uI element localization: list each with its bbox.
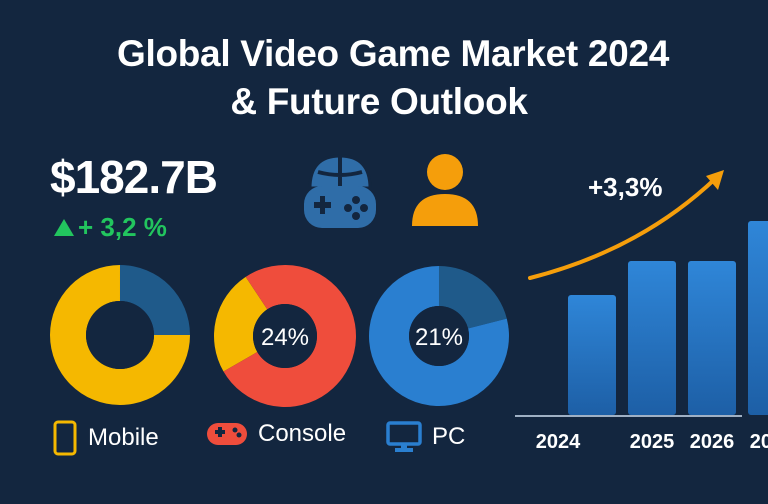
title-line-2: & Future Outlook	[230, 81, 528, 122]
user-icon	[408, 152, 482, 233]
x-tick-label: 2026	[690, 431, 735, 453]
legend-mobile: Mobile	[52, 420, 159, 456]
trend-arrowhead	[706, 170, 724, 190]
gamepad-helmet-icon	[298, 150, 382, 237]
title-line-1: Global Video Game Market 2024	[116, 33, 670, 74]
legend-label-console: Console	[258, 420, 347, 447]
smartphone-icon	[53, 420, 77, 456]
page-title: Global Video Game Market 2024 & Future O…	[0, 30, 768, 126]
donut-hole	[253, 304, 317, 368]
legend-console: Console	[206, 420, 346, 448]
trend-arrow	[528, 176, 718, 280]
donut-slice-pc-other	[439, 266, 507, 329]
donut-slice-console-console	[223, 264, 356, 407]
monitor-icon	[386, 421, 422, 452]
market-change-value: + 3,2 %	[78, 212, 167, 242]
bar-2025	[628, 261, 676, 415]
bar-2024	[568, 295, 616, 415]
x-tick-label: 2025	[630, 431, 675, 453]
bar-2026	[688, 261, 736, 415]
market-change: + 3,2 %	[54, 212, 167, 243]
market-value: $182.7B	[50, 151, 218, 203]
donut-center-label: 21%	[415, 324, 463, 351]
gamepad-icon	[207, 423, 247, 445]
legend-label-mobile: Mobile	[88, 424, 159, 451]
donut-slice-console-other	[214, 276, 268, 372]
donut-slice-mobile-mobile	[49, 265, 190, 405]
bar-2027	[748, 221, 768, 415]
donut-slice-pc-pc	[368, 266, 509, 406]
x-tick-label: 2024	[536, 431, 581, 453]
growth-label: +3,3%	[588, 172, 663, 202]
legend-label-pc: PC	[432, 423, 466, 450]
donut-slice-mobile-other	[120, 265, 190, 335]
donut-hole	[409, 306, 469, 366]
x-tick-label: 2027	[750, 431, 768, 453]
legend-pc: PC	[386, 420, 465, 454]
donut-hole	[86, 301, 154, 369]
up-triangle-icon	[54, 219, 74, 236]
donut-center-label: 24%	[261, 324, 309, 351]
